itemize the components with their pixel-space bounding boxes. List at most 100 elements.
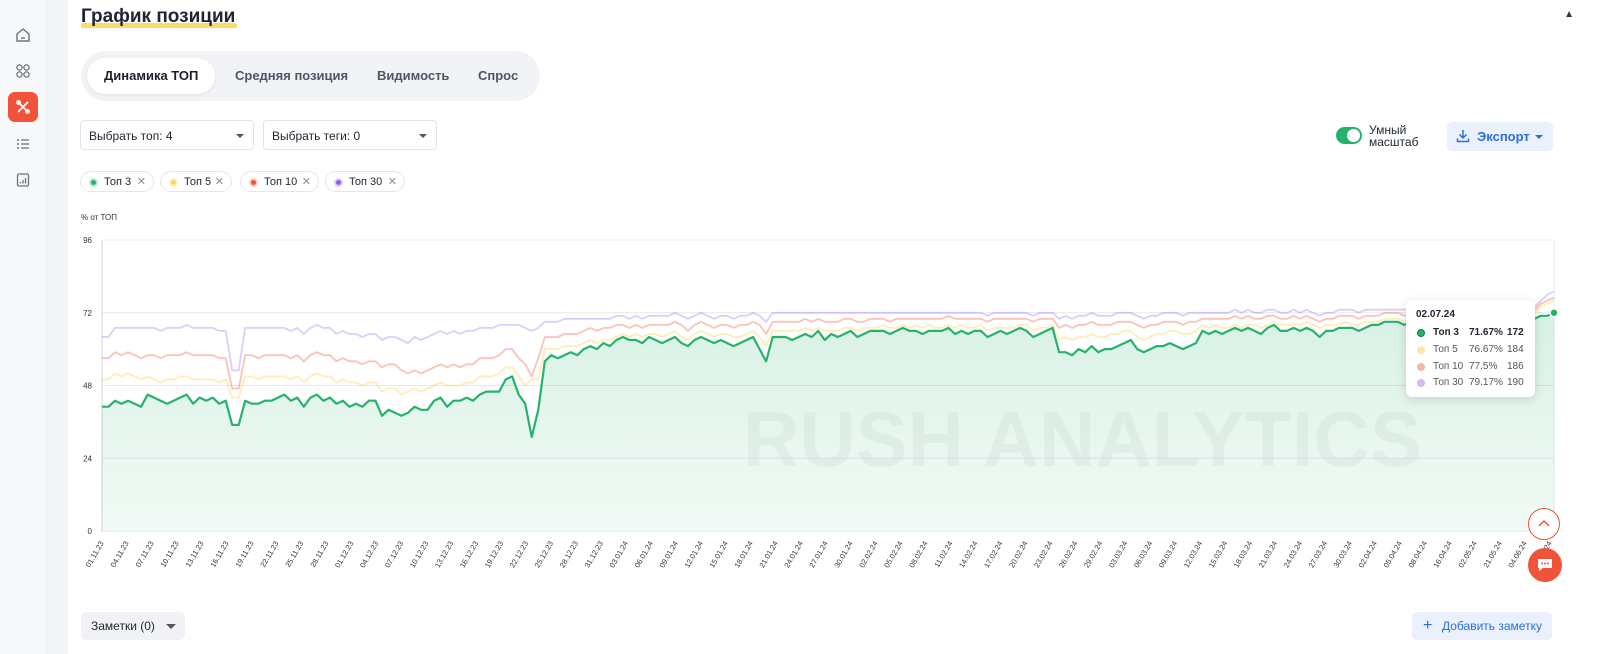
collapse-icon[interactable]: ▲ <box>1564 9 1574 20</box>
x-tick-label: 27.03.24 <box>1307 540 1329 570</box>
export-button[interactable]: Экспорт <box>1447 122 1553 151</box>
list-icon[interactable] <box>8 129 38 159</box>
x-tick-label: 10.12.23 <box>408 540 430 570</box>
x-tick-label: 21.03.24 <box>1257 540 1279 570</box>
series-line-топ-10 <box>102 296 1555 390</box>
tab-top-dynamics[interactable]: Динамика ТОП <box>87 58 216 94</box>
x-tick-label: 02.05.24 <box>1456 540 1478 570</box>
tooltip-row: Топ 30 79.17% 190 <box>1416 376 1531 390</box>
series-line-топ-5 <box>102 299 1555 399</box>
y-tick-label: 0 <box>88 527 93 536</box>
x-tick-label: 11.02.24 <box>932 540 954 569</box>
x-tick-label: 25.11.23 <box>283 540 305 569</box>
export-label: Экспорт <box>1477 129 1530 144</box>
tools-icon[interactable] <box>8 92 38 122</box>
x-tick-label: 15.01.24 <box>707 540 729 570</box>
x-tick-label: 06.01.24 <box>633 540 655 570</box>
smart-scale-toggle[interactable] <box>1336 127 1362 144</box>
close-icon[interactable]: ✕ <box>301 176 311 188</box>
tab-average-position[interactable]: Средняя позиция <box>235 68 349 83</box>
chevron-down-icon <box>236 134 244 138</box>
x-tick-label: 23.02.24 <box>1032 540 1054 570</box>
y-tick-label: 24 <box>83 454 92 463</box>
x-tick-label: 10.11.23 <box>159 540 181 569</box>
add-note-label: Добавить заметку <box>1442 619 1542 633</box>
close-icon[interactable]: ✕ <box>214 176 224 188</box>
smart-scale-label: Умный масштаб <box>1369 123 1419 149</box>
sidebar <box>0 0 47 654</box>
x-tick-label: 19.12.23 <box>483 540 505 570</box>
x-tick-label: 04.11.23 <box>109 540 131 569</box>
add-note-button[interactable]: + Добавить заметку <box>1412 612 1552 640</box>
scroll-up-button[interactable] <box>1528 508 1560 540</box>
download-icon <box>1456 130 1470 143</box>
plus-icon: + <box>1423 617 1433 634</box>
x-tick-label: 02.02.24 <box>857 540 879 570</box>
tab-visibility[interactable]: Видимость <box>377 68 450 83</box>
x-tick-label: 02.04.24 <box>1357 540 1379 570</box>
report-icon[interactable] <box>8 165 38 195</box>
x-tick-label: 06.03.24 <box>1132 540 1154 570</box>
x-tick-label: 27.01.24 <box>807 540 829 570</box>
legend-chip-top5[interactable]: Топ 5 ✕ <box>160 171 232 192</box>
x-tick-label: 24.01.24 <box>782 540 804 570</box>
chevron-down-icon <box>166 624 176 629</box>
x-tick-label: 18.03.24 <box>1232 540 1254 570</box>
y-tick-label: 72 <box>83 309 92 318</box>
x-tick-label: 08.02.24 <box>907 540 929 570</box>
x-tick-label: 15.03.24 <box>1207 540 1229 570</box>
tags-select[interactable]: Выбрать теги: 0 <box>263 120 437 150</box>
x-tick-label: 24.03.24 <box>1282 540 1304 570</box>
x-tick-label: 30.03.24 <box>1332 540 1354 570</box>
x-tick-label: 22.11.23 <box>258 540 280 569</box>
x-tick-label: 21.05.24 <box>1481 540 1503 570</box>
series-line-топ-30 <box>102 290 1555 372</box>
x-tick-label: 13.12.23 <box>433 540 455 570</box>
x-tick-label: 04.12.23 <box>358 540 380 570</box>
x-tick-label: 16.11.23 <box>208 540 230 569</box>
top-select-value: Выбрать топ: 4 <box>89 129 173 143</box>
x-tick-label: 04.06.24 <box>1506 540 1528 570</box>
title-underline <box>81 23 237 28</box>
home-icon[interactable] <box>8 20 38 50</box>
chevron-down-icon <box>1535 135 1543 139</box>
x-tick-label: 28.12.23 <box>558 540 580 570</box>
notes-dropdown[interactable]: Заметки (0) <box>81 612 185 640</box>
y-tick-label: 48 <box>83 382 92 391</box>
grid-icon[interactable] <box>8 56 38 86</box>
scroll-up-icon <box>1538 519 1550 527</box>
x-tick-label: 13.11.23 <box>183 540 205 569</box>
series-marker <box>1549 308 1559 318</box>
close-icon[interactable]: ✕ <box>387 176 397 188</box>
chat-button[interactable] <box>1528 548 1562 582</box>
tooltip-row: Топ 3 71.67% 172 <box>1416 326 1531 340</box>
legend-chip-top10[interactable]: Топ 10 ✕ <box>240 171 319 192</box>
tab-demand[interactable]: Спрос <box>478 68 519 83</box>
section-title: График позиции <box>81 6 236 27</box>
legend-chip-top30[interactable]: Топ 30 ✕ <box>325 171 405 192</box>
position-chart[interactable]: RUSH ANALYTICS02448729601.11.2304.11.230… <box>68 226 1600 606</box>
x-tick-label: 14.02.24 <box>957 540 979 570</box>
x-tick-label: 20.02.24 <box>1007 540 1029 570</box>
x-tick-label: 31.12.23 <box>583 540 605 570</box>
x-tick-label: 05.02.24 <box>882 540 904 570</box>
tab-bar: Динамика ТОП Средняя позиция Видимость С… <box>81 51 540 101</box>
x-tick-label: 03.03.24 <box>1107 540 1129 570</box>
top-select[interactable]: Выбрать топ: 4 <box>80 120 254 150</box>
series-area-top3 <box>102 312 1554 531</box>
x-tick-label: 16.12.23 <box>458 540 480 570</box>
tooltip-date: 02.07.24 <box>1416 309 1455 320</box>
position-chart-panel: График позиции ▲ Динамика ТОП Средняя по… <box>68 0 1600 654</box>
x-tick-label: 21.01.24 <box>757 540 779 570</box>
chart-tooltip: 02.07.24 Топ 3 71.67% 172 Топ 5 76.67% 184 Т… <box>1406 300 1535 397</box>
x-tick-label: 09.03.24 <box>1157 540 1179 570</box>
notes-label: Заметки (0) <box>91 619 155 633</box>
x-tick-label: 08.04.24 <box>1407 540 1429 570</box>
legend-chip-top3[interactable]: Топ 3 ✕ <box>80 171 154 192</box>
close-icon[interactable]: ✕ <box>136 176 146 188</box>
x-tick-label: 28.11.23 <box>308 540 330 569</box>
x-tick-label: 26.02.24 <box>1057 540 1079 570</box>
chevron-down-icon <box>419 134 427 138</box>
x-tick-label: 03.01.24 <box>608 540 630 570</box>
x-tick-label: 18.01.24 <box>732 540 754 570</box>
